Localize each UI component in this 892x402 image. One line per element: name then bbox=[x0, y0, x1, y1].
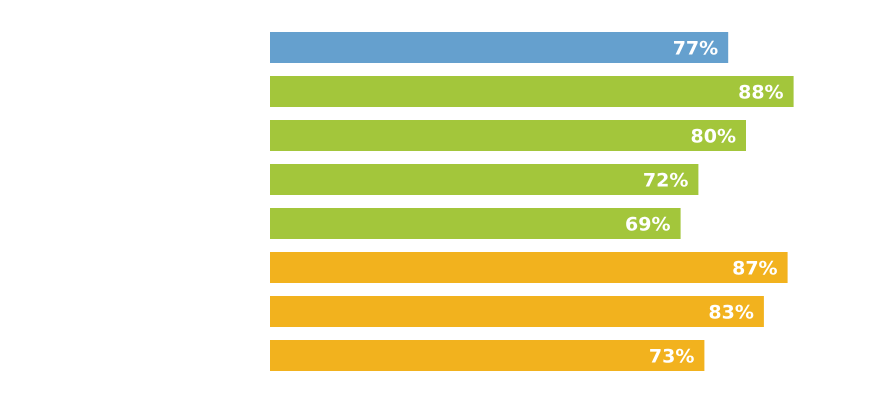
bar-6 bbox=[270, 252, 788, 283]
bar-value-label-2: 88% bbox=[738, 82, 783, 104]
bar-5 bbox=[270, 208, 681, 239]
bar-value-label-7: 83% bbox=[708, 302, 753, 324]
bar-4 bbox=[270, 164, 699, 195]
bar-7 bbox=[270, 296, 764, 327]
bar-value-label-8: 73% bbox=[649, 346, 694, 368]
bar-8 bbox=[270, 340, 705, 371]
bar-value-label-6: 87% bbox=[732, 258, 777, 280]
bar-1 bbox=[270, 32, 729, 63]
labels-group: 77% 88%80%72% 69% 87% 83% 73% bbox=[625, 38, 784, 368]
bar-value-label-5: 69% bbox=[625, 214, 670, 236]
bar-3 bbox=[270, 120, 746, 151]
bar-value-label-4: 72% bbox=[643, 170, 688, 192]
bar-value-label-1: 77% bbox=[673, 38, 718, 60]
bars-group bbox=[270, 32, 794, 371]
bar-value-label-3: 80% bbox=[691, 126, 736, 148]
bar-2 bbox=[270, 76, 794, 107]
